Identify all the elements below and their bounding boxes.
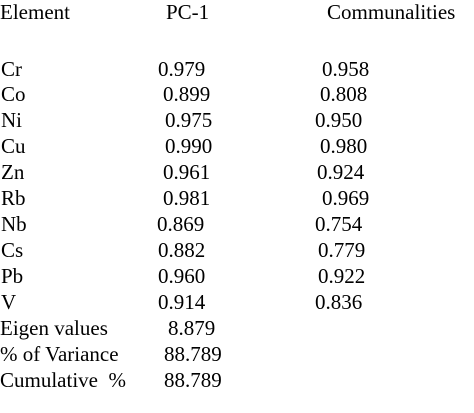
row-pc1: 0.869 [157, 212, 205, 236]
row-pc1: 0.981 [163, 186, 211, 210]
row-pc1: 0.960 [158, 264, 206, 288]
row-pc1: 0.990 [165, 134, 213, 158]
row-element: Nb [1, 212, 27, 236]
row-communality: 0.754 [315, 212, 363, 236]
row-pc1: 0.882 [158, 238, 206, 262]
row-pc1: 0.979 [158, 57, 206, 81]
cumulative-percent-value: 88.789 [164, 368, 222, 392]
row-element: Co [1, 82, 26, 106]
row-pc1: 0.975 [165, 108, 213, 132]
row-element: V [1, 290, 17, 314]
row-communality: 0.808 [320, 82, 368, 106]
eigen-values-value: 8.879 [168, 316, 216, 340]
percent-variance-label: % of Variance [0, 342, 119, 366]
row-element: Pb [1, 264, 24, 288]
header-communalities: Communalities [327, 0, 456, 24]
header-pc1: PC-1 [166, 0, 210, 24]
row-communality: 0.958 [322, 57, 370, 81]
row-communality: 0.922 [318, 264, 366, 288]
row-communality: 0.779 [318, 238, 366, 262]
header-element: Element [0, 0, 70, 24]
row-communality: 0.924 [317, 160, 365, 184]
cumulative-percent-label: Cumulative % [0, 368, 126, 392]
row-communality: 0.980 [320, 134, 368, 158]
row-element: Ni [1, 108, 22, 132]
percent-variance-value: 88.789 [164, 342, 222, 366]
row-element: Rb [1, 186, 26, 210]
row-pc1: 0.899 [163, 82, 211, 106]
row-element: Cu [1, 134, 26, 158]
row-element: Cs [1, 238, 24, 262]
row-communality: 0.836 [315, 290, 363, 314]
row-element: Cr [1, 57, 22, 81]
row-element: Zn [1, 160, 25, 184]
row-communality: 0.950 [315, 108, 363, 132]
row-pc1: 0.961 [163, 160, 211, 184]
row-pc1: 0.914 [158, 290, 206, 314]
eigen-values-label: Eigen values [0, 316, 108, 340]
row-communality: 0.969 [322, 186, 370, 210]
